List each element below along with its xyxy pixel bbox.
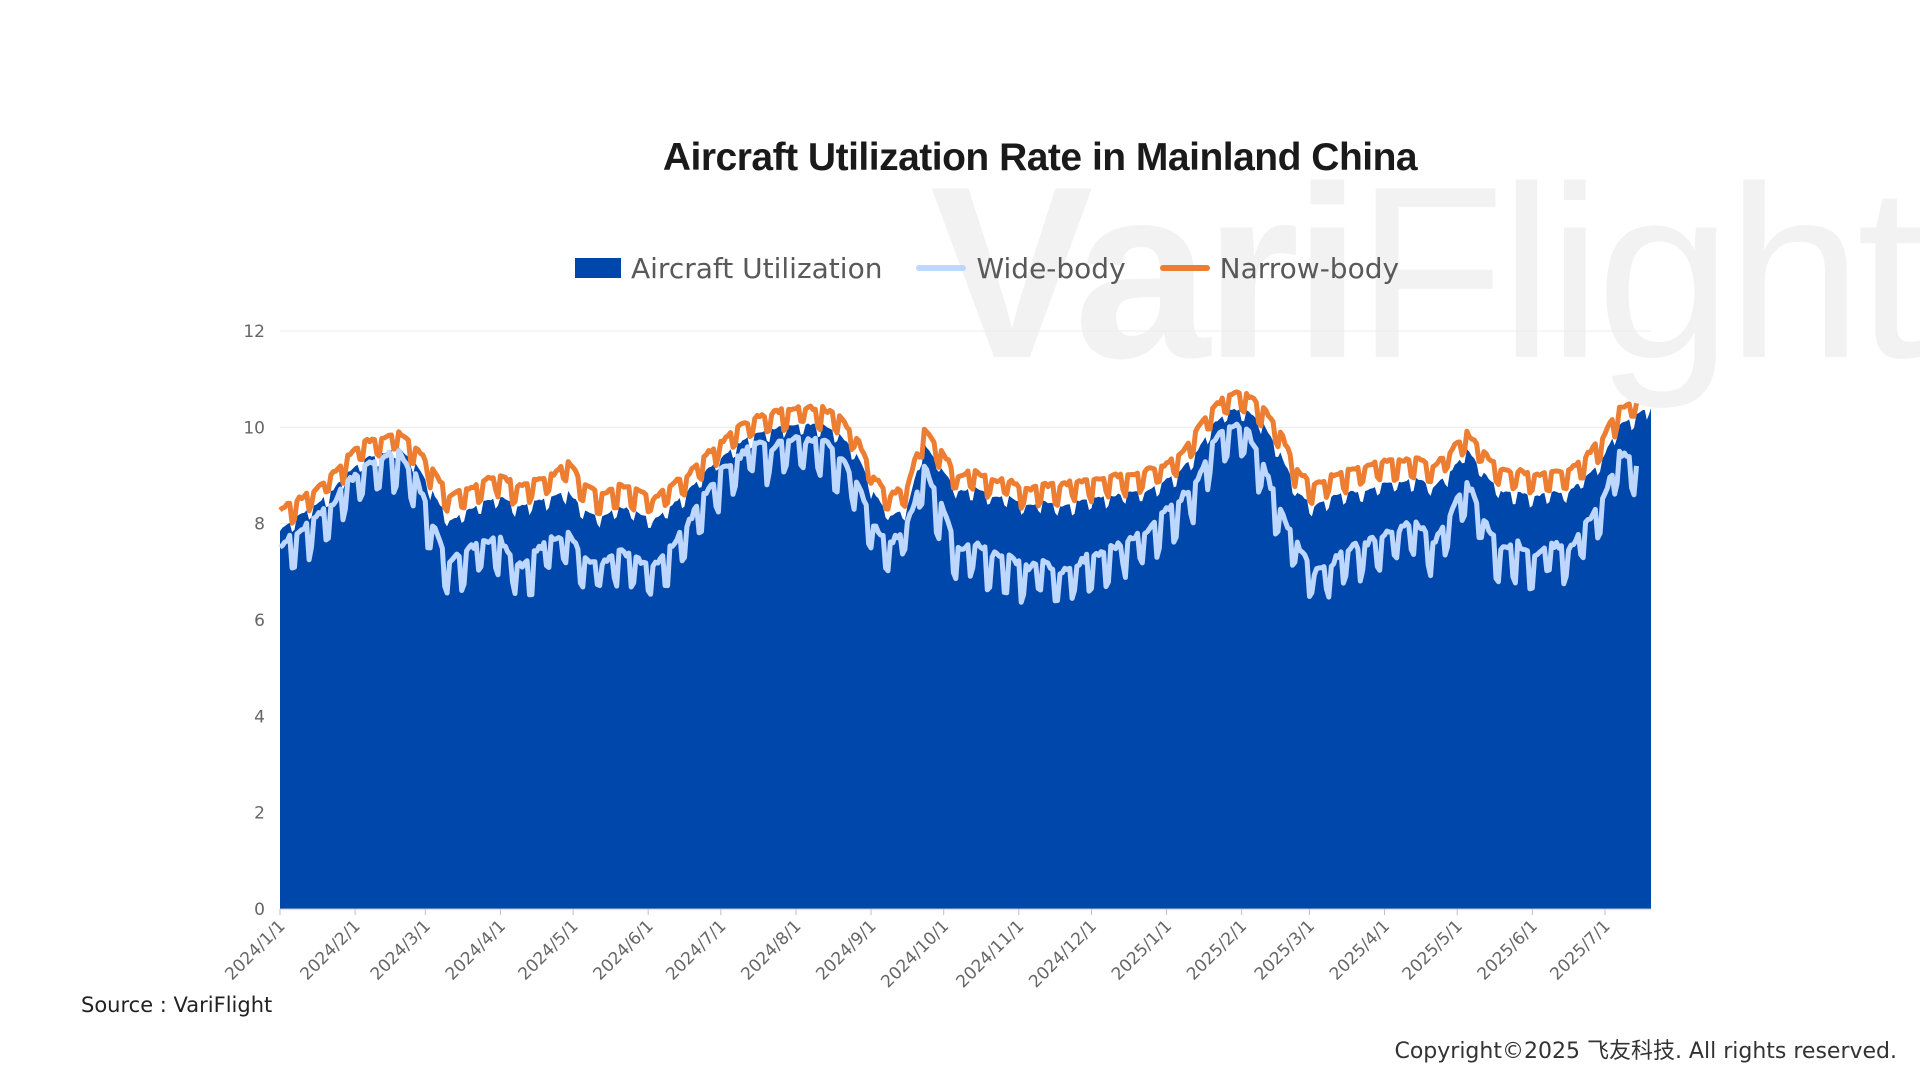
y-tick-label: 2 <box>254 804 265 824</box>
series-line-narrow-body <box>278 389 1639 526</box>
y-tick-label: 4 <box>254 707 265 727</box>
x-tick-label: 2024/5/1 <box>514 916 582 984</box>
x-tick-label: 2025/7/1 <box>1546 916 1614 984</box>
legend-swatch-line-wide <box>916 265 967 271</box>
x-tick-label: 2024/1/1 <box>221 916 289 984</box>
legend-label-wide-body: Wide-body <box>976 251 1126 285</box>
x-tick-label: 2025/2/1 <box>1183 916 1251 984</box>
x-tick-label: 2024/2/1 <box>296 916 364 984</box>
x-tick-label: 2025/4/1 <box>1326 916 1394 984</box>
x-tick-label: 2024/3/1 <box>367 916 435 984</box>
variflight-watermark: VariFlight <box>930 135 1920 409</box>
legend-item-narrow-body[interactable]: Narrow-body <box>1159 251 1400 285</box>
legend-swatch-area <box>575 258 621 278</box>
y-tick-label: 6 <box>254 611 265 631</box>
x-tick-label: 2025/5/1 <box>1399 916 1467 984</box>
series-line-wide-body <box>278 421 1639 605</box>
legend-item-wide-body[interactable]: Wide-body <box>916 251 1126 285</box>
y-tick-label: 8 <box>254 515 265 535</box>
x-tick-label: 2025/3/1 <box>1251 916 1319 984</box>
chart-legend: Aircraft Utilization Wide-body Narrow-bo… <box>575 248 1433 288</box>
legend-label-narrow-body: Narrow-body <box>1219 251 1400 285</box>
y-tick-label: 12 <box>243 322 265 342</box>
legend-label-aircraft-utilization: Aircraft Utilization <box>631 251 883 285</box>
x-tick-label: 2025/6/1 <box>1474 916 1542 984</box>
x-tick-label: 2024/10/1 <box>877 916 953 992</box>
x-tick-label: 2024/9/1 <box>812 916 880 984</box>
x-tick-label: 2024/4/1 <box>442 916 510 984</box>
x-tick-label: 2024/12/1 <box>1025 916 1101 992</box>
legend-item-aircraft-utilization[interactable]: Aircraft Utilization <box>575 252 882 285</box>
x-tick-label: 2024/11/1 <box>953 916 1029 992</box>
x-tick-label: 2024/6/1 <box>590 916 658 984</box>
y-tick-label: 0 <box>254 900 265 920</box>
x-tick-label: 2025/1/1 <box>1108 916 1176 984</box>
copyright-notice: Copyright©2025 飞友科技. All rights reserved… <box>1394 1039 1897 1064</box>
y-tick-label: 10 <box>243 418 265 438</box>
chart-title: Aircraft Utilization Rate in Mainland Ch… <box>662 136 1418 179</box>
series-area-aircraft-utilization <box>280 408 1651 909</box>
source-note: Source : VariFlight <box>81 993 273 1017</box>
x-tick-label: 2024/8/1 <box>737 916 805 984</box>
x-tick-label: 2024/7/1 <box>662 916 730 984</box>
legend-swatch-line-narrow <box>1159 265 1210 271</box>
